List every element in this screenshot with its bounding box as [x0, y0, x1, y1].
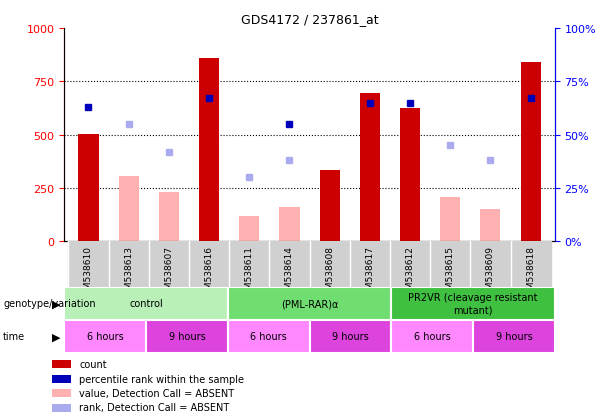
- Bar: [64, 287, 228, 320]
- Text: PR2VR (cleavage resistant
mutant): PR2VR (cleavage resistant mutant): [408, 293, 538, 314]
- Bar: [520, 63, 541, 242]
- Bar: [109, 242, 149, 287]
- Bar: [119, 177, 139, 242]
- Text: 9 hours: 9 hours: [169, 332, 205, 342]
- Bar: [470, 242, 511, 287]
- Bar: [229, 242, 269, 287]
- Text: value, Detection Call = ABSENT: value, Detection Call = ABSENT: [80, 388, 235, 398]
- Bar: [310, 242, 350, 287]
- Bar: [159, 193, 179, 242]
- Bar: [511, 242, 550, 287]
- Text: time: time: [3, 332, 25, 342]
- Bar: [239, 216, 259, 242]
- Bar: [228, 287, 391, 320]
- Bar: [391, 320, 473, 353]
- Bar: [228, 320, 310, 353]
- Bar: [430, 242, 470, 287]
- Text: 6 hours: 6 hours: [414, 332, 451, 342]
- Bar: [440, 198, 460, 242]
- Text: 6 hours: 6 hours: [87, 332, 124, 342]
- Text: GSM538616: GSM538616: [205, 245, 213, 300]
- Bar: [51, 389, 71, 397]
- Bar: [199, 59, 219, 242]
- Text: GSM538617: GSM538617: [365, 245, 375, 300]
- Text: percentile rank within the sample: percentile rank within the sample: [80, 374, 245, 384]
- Bar: [350, 242, 390, 287]
- Bar: [481, 210, 500, 242]
- Bar: [78, 134, 99, 242]
- Bar: [280, 208, 300, 242]
- Bar: [473, 320, 555, 353]
- Text: 9 hours: 9 hours: [332, 332, 369, 342]
- Text: 6 hours: 6 hours: [250, 332, 287, 342]
- Bar: [390, 242, 430, 287]
- Text: control: control: [129, 299, 163, 309]
- Text: ▶: ▶: [52, 299, 61, 309]
- Text: genotype/variation: genotype/variation: [3, 299, 96, 309]
- Text: GSM538614: GSM538614: [285, 245, 294, 300]
- Bar: [146, 320, 228, 353]
- Bar: [51, 404, 71, 411]
- Bar: [400, 109, 420, 242]
- Text: GSM538613: GSM538613: [124, 245, 133, 300]
- Bar: [319, 170, 340, 242]
- Text: (PML-RAR)α: (PML-RAR)α: [281, 299, 338, 309]
- Bar: [189, 242, 229, 287]
- Bar: [69, 242, 109, 287]
- Bar: [269, 242, 310, 287]
- Text: GSM538609: GSM538609: [486, 245, 495, 300]
- Text: count: count: [80, 359, 107, 369]
- Text: GSM538611: GSM538611: [245, 245, 254, 300]
- Bar: [64, 320, 146, 353]
- Bar: [51, 360, 71, 368]
- Bar: [51, 375, 71, 382]
- Text: 9 hours: 9 hours: [495, 332, 532, 342]
- Text: rank, Detection Call = ABSENT: rank, Detection Call = ABSENT: [80, 403, 230, 413]
- Text: GSM538610: GSM538610: [84, 245, 93, 300]
- Text: GSM538618: GSM538618: [526, 245, 535, 300]
- Bar: [310, 320, 391, 353]
- Text: GSM538612: GSM538612: [406, 245, 414, 300]
- Bar: [360, 94, 380, 242]
- Text: GSM538608: GSM538608: [325, 245, 334, 300]
- Bar: [149, 242, 189, 287]
- Bar: [391, 287, 555, 320]
- Text: GSM538607: GSM538607: [164, 245, 173, 300]
- Text: ▶: ▶: [52, 332, 61, 342]
- Title: GDS4172 / 237861_at: GDS4172 / 237861_at: [241, 13, 378, 26]
- Text: GSM538615: GSM538615: [446, 245, 455, 300]
